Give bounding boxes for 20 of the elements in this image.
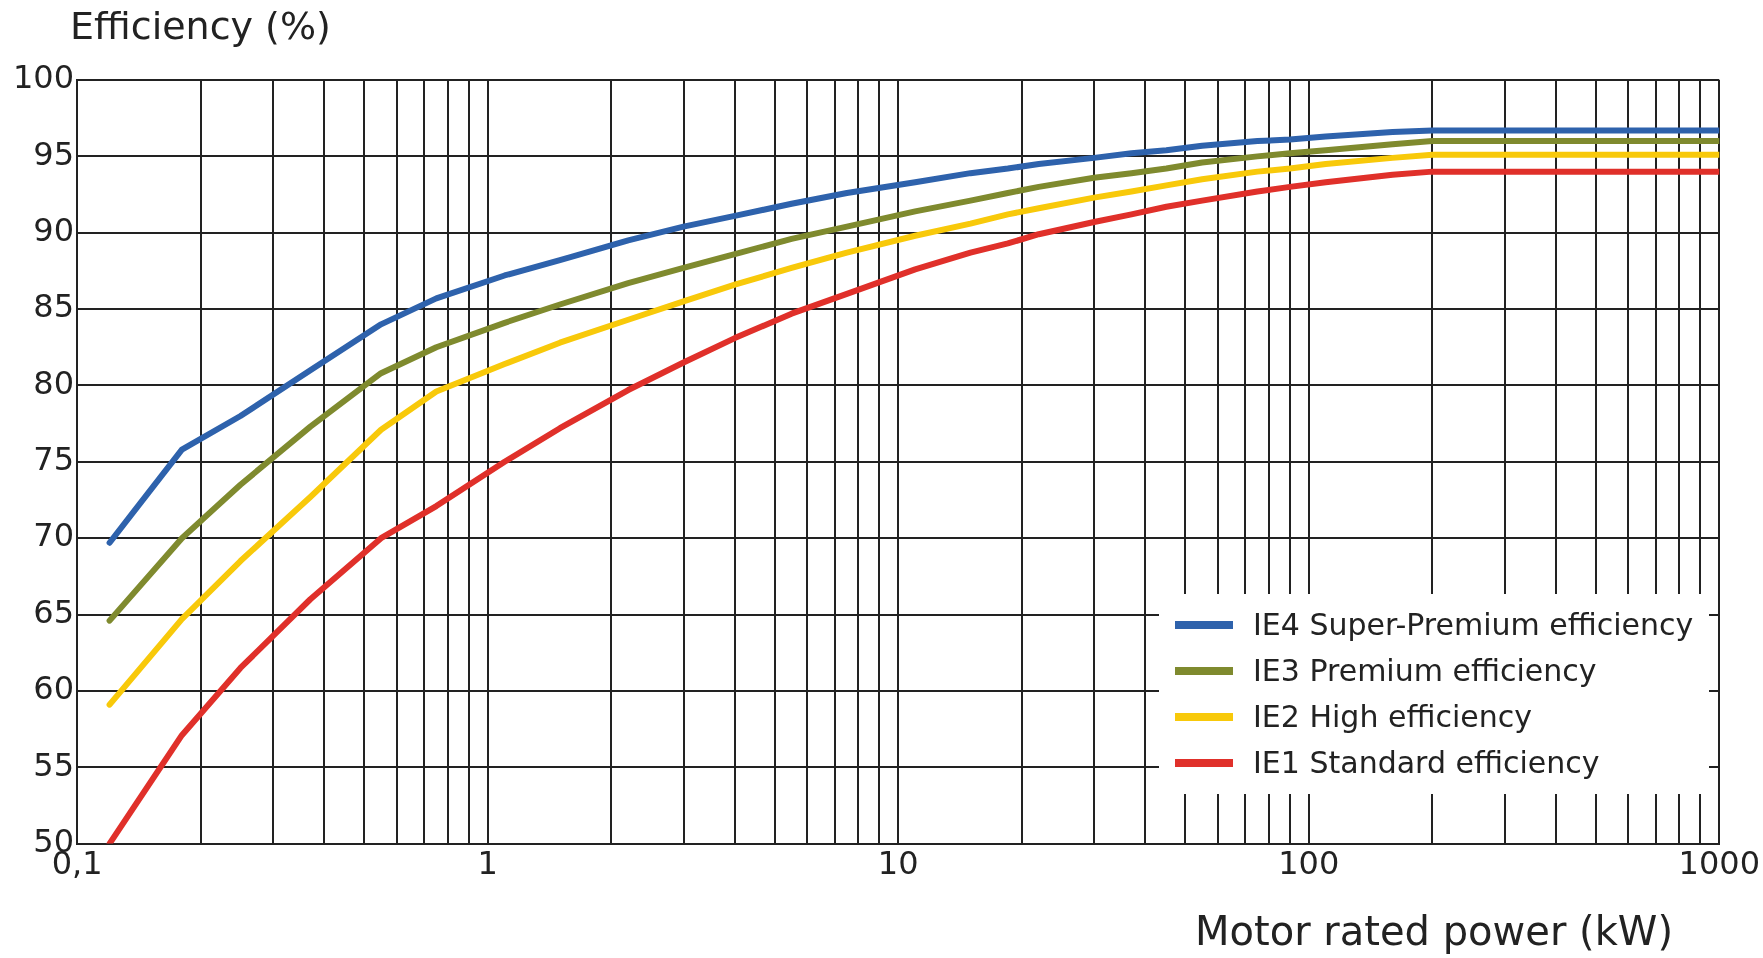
legend-label: IE4 Super-Premium efficiency [1253, 607, 1694, 643]
y-tick-label: 95 [33, 134, 75, 173]
y-tick-label: 70 [33, 516, 75, 555]
y-tick-label: 80 [33, 363, 75, 402]
legend-label: IE1 Standard efficiency [1253, 745, 1600, 781]
x-tick-label: 100 [1278, 844, 1340, 883]
y-tick-label: 55 [33, 745, 75, 784]
y-tick-label: 75 [33, 440, 75, 479]
x-axis-title: Motor rated power (kW) [1195, 908, 1673, 954]
legend-label: IE2 High efficiency [1253, 699, 1532, 735]
y-tick-label: 100 [13, 58, 75, 97]
x-tick-label: 10 [877, 844, 919, 883]
y-axis-title: Efficiency (%) [70, 4, 331, 48]
x-tick-label: 1000 [1678, 844, 1760, 883]
y-tick-label: 85 [33, 287, 75, 326]
y-tick-label: 90 [33, 211, 75, 250]
y-tick-label: 65 [33, 592, 75, 631]
legend-label: IE3 Premium efficiency [1253, 653, 1597, 689]
y-tick-label: 60 [33, 669, 75, 708]
x-tick-label: 1 [477, 844, 498, 883]
